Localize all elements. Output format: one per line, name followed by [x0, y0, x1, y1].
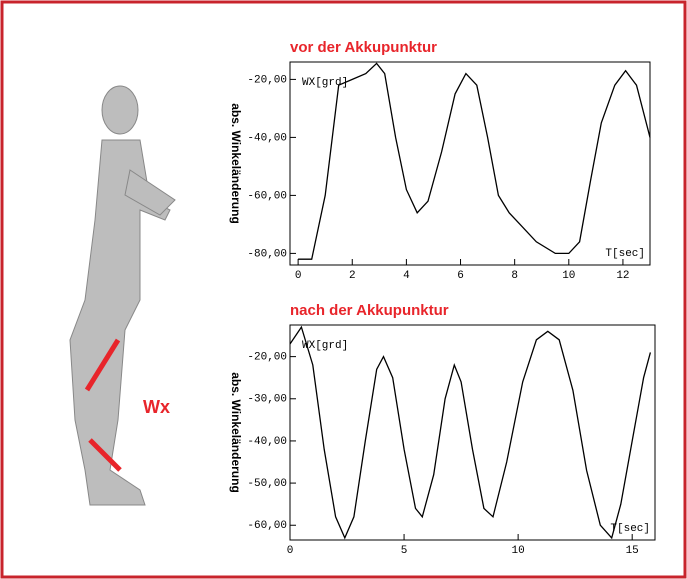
x-tick-label: 2 — [349, 270, 356, 282]
y-tick-label: -40,00 — [247, 436, 287, 448]
x-unit-label: T[sec] — [605, 248, 645, 260]
x-unit-label: T[sec] — [610, 523, 650, 535]
x-tick-label: 0 — [295, 270, 302, 282]
y-tick-label: -50,00 — [247, 478, 287, 490]
y-axis-label: abs. Winkeländerung — [229, 103, 243, 224]
y-tick-label: -60,00 — [247, 190, 287, 202]
x-tick-label: 4 — [403, 270, 410, 282]
x-tick-label: 0 — [287, 545, 294, 557]
y-unit-label: WX[grd] — [302, 77, 348, 89]
x-tick-label: 15 — [626, 545, 639, 557]
x-tick-label: 5 — [401, 545, 408, 557]
x-tick-label: 12 — [616, 270, 629, 282]
x-tick-label: 10 — [512, 545, 525, 557]
y-tick-label: -40,00 — [247, 132, 287, 144]
y-tick-label: -80,00 — [247, 248, 287, 260]
chart-title: vor der Akkupunktur — [290, 39, 437, 56]
x-tick-label: 8 — [511, 270, 518, 282]
y-tick-label: -20,00 — [247, 352, 287, 364]
x-tick-label: 10 — [562, 270, 575, 282]
plot-area — [290, 325, 655, 540]
figure-label: Wx — [143, 397, 170, 417]
y-tick-label: -20,00 — [247, 74, 287, 86]
plot-area — [290, 62, 650, 265]
y-axis-label: abs. Winkeländerung — [229, 372, 243, 493]
x-tick-label: 6 — [457, 270, 464, 282]
figure: Wx vor der Akkupunktur abs. Winkeländerun… — [0, 0, 687, 579]
y-tick-label: -60,00 — [247, 520, 287, 532]
chart-title: nach der Akkupunktur — [290, 302, 449, 319]
y-tick-label: -30,00 — [247, 394, 287, 406]
